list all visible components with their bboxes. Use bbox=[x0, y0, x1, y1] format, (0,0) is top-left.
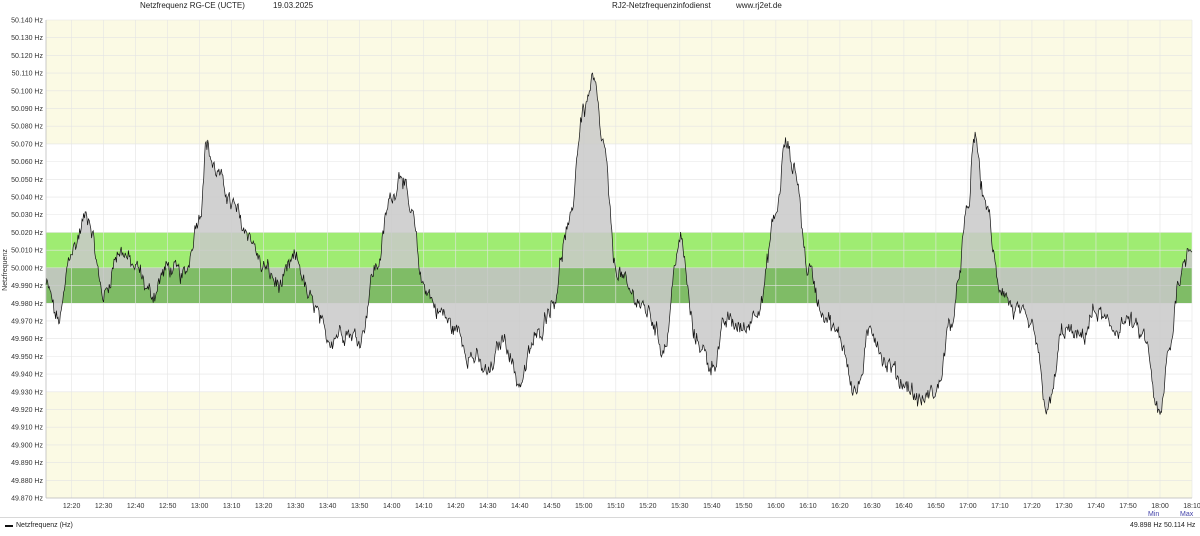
band-0 bbox=[46, 20, 1192, 144]
x-tick-label: 16:30 bbox=[863, 503, 881, 510]
x-tick-label: 18:00 bbox=[1151, 503, 1169, 510]
x-tick-label: 16:20 bbox=[831, 503, 849, 510]
series-path bbox=[45, 72, 1193, 415]
x-tick-label: 15:40 bbox=[703, 503, 721, 510]
y-axis-label: Netzfrequenz bbox=[2, 249, 9, 291]
x-tick-label: 13:40 bbox=[319, 503, 337, 510]
chart-date: 19.03.2025 bbox=[273, 1, 314, 10]
y-tick-label: 49.870 Hz bbox=[11, 496, 43, 503]
x-tick-label: 17:40 bbox=[1087, 503, 1105, 510]
x-tick-label: 17:20 bbox=[1023, 503, 1041, 510]
y-tick-label: 49.990 Hz bbox=[11, 283, 43, 290]
x-tick-label: 14:10 bbox=[415, 503, 433, 510]
x-axis-ticks: 12:20 12:30 12:40 12:50 13:00 13:10 13:20 13:30… bbox=[63, 503, 1200, 510]
chart-title: Netzfrequenz RG-CE (UCTE) bbox=[140, 1, 245, 10]
x-tick-label: 17:00 bbox=[959, 503, 977, 510]
x-tick-label: 15:30 bbox=[671, 503, 689, 510]
y-tick-label: 50.000 Hz bbox=[11, 265, 43, 272]
x-tick-label: 14:50 bbox=[543, 503, 561, 510]
x-tick-label: 16:10 bbox=[799, 503, 817, 510]
x-tick-label: 16:00 bbox=[767, 503, 785, 510]
x-tick-label: 18:10 bbox=[1183, 503, 1200, 510]
series-area bbox=[46, 73, 1192, 415]
y-tick-label: 50.030 Hz bbox=[11, 212, 43, 219]
x-tick-label: 16:50 bbox=[927, 503, 945, 510]
x-tick-label: 12:30 bbox=[95, 503, 113, 510]
x-tick-label: 13:00 bbox=[191, 503, 209, 510]
y-tick-label: 49.910 Hz bbox=[11, 425, 43, 432]
max-label: Max bbox=[1180, 511, 1194, 518]
x-tick-label: 17:50 bbox=[1119, 503, 1137, 510]
x-tick-label: 14:00 bbox=[383, 503, 401, 510]
y-tick-label: 49.880 Hz bbox=[11, 478, 43, 485]
y-tick-label: 50.140 Hz bbox=[11, 18, 43, 25]
y-tick-label: 50.090 Hz bbox=[11, 106, 43, 113]
y-tick-label: 50.120 Hz bbox=[11, 53, 43, 60]
max-value: 50.114 Hz bbox=[1164, 522, 1196, 529]
y-tick-label: 50.040 Hz bbox=[11, 195, 43, 202]
x-tick-label: 15:50 bbox=[735, 503, 753, 510]
source-name: RJ2-Netzfrequenzinfodienst bbox=[612, 1, 711, 10]
y-tick-label: 49.950 Hz bbox=[11, 354, 43, 361]
y-tick-label: 49.960 Hz bbox=[11, 336, 43, 343]
x-tick-label: 15:00 bbox=[575, 503, 593, 510]
grid-lines bbox=[45, 19, 1193, 499]
y-tick-label: 50.100 Hz bbox=[11, 88, 43, 95]
y-tick-label: 50.060 Hz bbox=[11, 159, 43, 166]
y-tick-label: 49.900 Hz bbox=[11, 442, 43, 449]
x-tick-label: 13:30 bbox=[287, 503, 305, 510]
y-tick-label: 49.970 Hz bbox=[11, 318, 43, 325]
footer-divider bbox=[0, 517, 1200, 518]
x-tick-label: 12:50 bbox=[159, 503, 177, 510]
legend-swatch bbox=[5, 524, 13, 527]
x-tick-label: 13:20 bbox=[255, 503, 273, 510]
y-tick-label: 49.930 Hz bbox=[11, 389, 43, 396]
x-tick-label: 14:30 bbox=[479, 503, 497, 510]
y-tick-label: 50.080 Hz bbox=[11, 124, 43, 131]
x-tick-label: 13:50 bbox=[351, 503, 369, 510]
y-tick-label: 50.070 Hz bbox=[11, 141, 43, 148]
x-tick-label: 14:40 bbox=[511, 503, 529, 510]
series-fill bbox=[46, 73, 1192, 415]
y-tick-label: 49.940 Hz bbox=[11, 372, 43, 379]
y-tick-label: 49.920 Hz bbox=[11, 407, 43, 414]
y-tick-label: 50.130 Hz bbox=[11, 35, 43, 42]
legend[interactable]: Netzfrequenz (Hz) bbox=[5, 522, 73, 529]
y-tick-label: 49.890 Hz bbox=[11, 460, 43, 467]
min-label: Min bbox=[1148, 511, 1160, 518]
x-tick-label: 15:20 bbox=[639, 503, 657, 510]
source-url[interactable]: www.rj2et.de bbox=[736, 1, 782, 10]
y-tick-label: 50.110 Hz bbox=[12, 71, 44, 78]
min-value: 49.898 Hz bbox=[1130, 522, 1162, 529]
legend-label: Netzfrequenz (Hz) bbox=[16, 522, 73, 529]
y-tick-label: 50.020 Hz bbox=[11, 230, 43, 237]
x-tick-label: 17:10 bbox=[991, 503, 1009, 510]
series-line bbox=[45, 72, 1193, 415]
x-tick-label: 12:20 bbox=[63, 503, 81, 510]
y-axis-ticks: 50.140 Hz 50.130 Hz 50.120 Hz 50.110 Hz 50.1… bbox=[11, 18, 43, 503]
x-tick-label: 17:30 bbox=[1055, 503, 1073, 510]
y-tick-label: 50.010 Hz bbox=[11, 248, 43, 255]
y-tick-label: 49.980 Hz bbox=[11, 301, 43, 308]
x-tick-label: 14:20 bbox=[447, 503, 465, 510]
x-tick-label: 12:40 bbox=[127, 503, 145, 510]
x-tick-label: 15:10 bbox=[607, 503, 625, 510]
x-tick-label: 13:10 bbox=[223, 503, 241, 510]
y-tick-label: 50.050 Hz bbox=[11, 177, 43, 184]
x-tick-label: 16:40 bbox=[895, 503, 913, 510]
